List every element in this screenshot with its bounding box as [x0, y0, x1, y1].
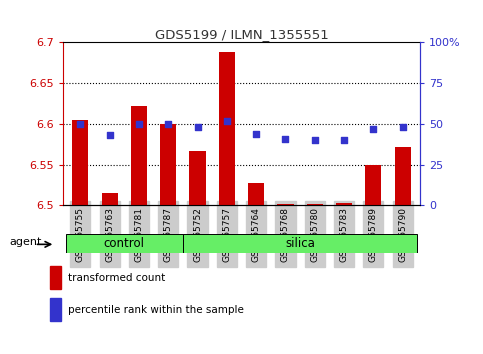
- Bar: [183, 234, 417, 253]
- Text: silica: silica: [285, 237, 315, 250]
- Bar: [277, 204, 294, 205]
- Bar: [101, 193, 118, 205]
- Bar: [395, 147, 411, 205]
- Bar: [336, 203, 352, 205]
- Bar: [307, 204, 323, 205]
- Bar: [66, 234, 183, 253]
- Bar: [365, 165, 382, 205]
- Point: [223, 118, 231, 124]
- Point: [340, 137, 348, 143]
- Point: [252, 131, 260, 137]
- Text: control: control: [104, 237, 145, 250]
- Text: agent: agent: [10, 238, 42, 247]
- Bar: [72, 120, 88, 205]
- Bar: [50, 267, 61, 289]
- Title: GDS5199 / ILMN_1355551: GDS5199 / ILMN_1355551: [155, 28, 328, 41]
- Point: [399, 124, 407, 130]
- Point: [311, 137, 319, 143]
- Bar: [248, 183, 264, 205]
- Point: [164, 121, 172, 127]
- Bar: [160, 124, 176, 205]
- Bar: [219, 52, 235, 205]
- Text: transformed count: transformed count: [68, 273, 165, 283]
- Point: [135, 121, 143, 127]
- Bar: [131, 106, 147, 205]
- Point: [106, 132, 114, 138]
- Point: [194, 124, 201, 130]
- Point: [76, 121, 84, 127]
- Point: [369, 126, 377, 132]
- Text: percentile rank within the sample: percentile rank within the sample: [68, 305, 243, 315]
- Bar: [189, 151, 206, 205]
- Bar: [50, 298, 61, 321]
- Point: [282, 136, 289, 141]
